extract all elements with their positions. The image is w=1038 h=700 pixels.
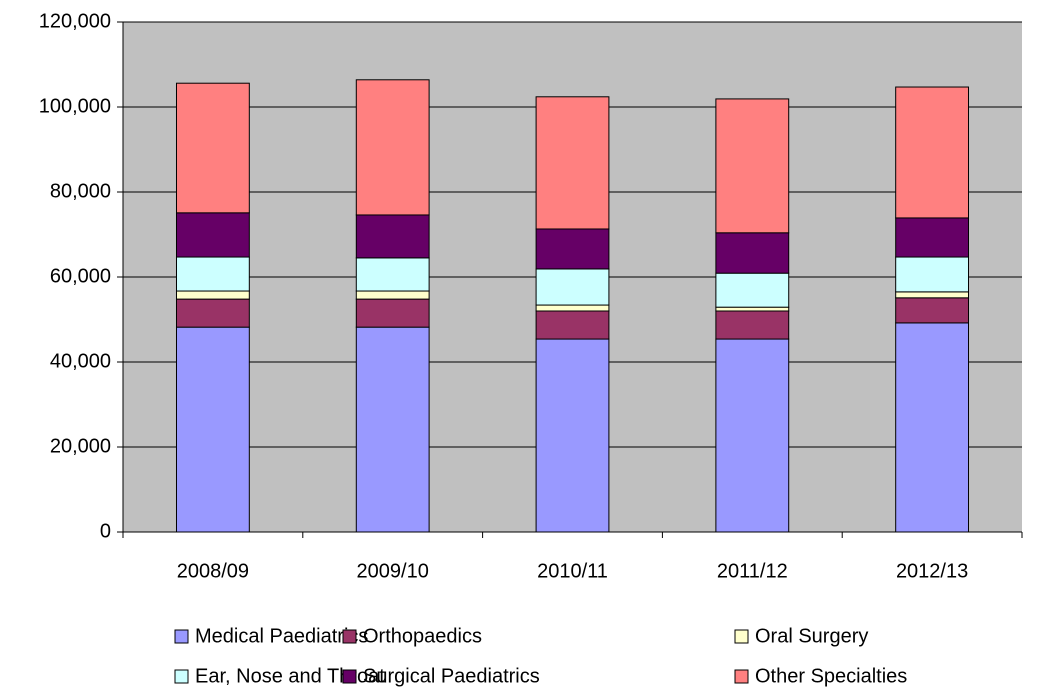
x-tick-label: 2011/12	[717, 560, 788, 582]
bar-segment	[715, 272, 790, 308]
x-tick-label: 2009/10	[357, 560, 429, 582]
bar-segment	[175, 256, 250, 292]
bar-segment	[895, 291, 970, 299]
bar-segment	[895, 322, 970, 533]
bar-segment	[895, 297, 970, 324]
legend-label: Oral Surgery	[755, 625, 868, 647]
legend-swatch	[734, 669, 749, 684]
y-tick-label: 120,000	[39, 10, 111, 32]
legend-label: Orthopaedics	[363, 625, 482, 647]
y-tick-label: 0	[100, 520, 111, 542]
bar-segment	[535, 96, 610, 230]
bar-segment	[535, 268, 610, 306]
bar-segment	[175, 326, 250, 533]
bar-segment	[535, 304, 610, 312]
bar-segment	[175, 298, 250, 328]
bar-segment	[715, 232, 790, 274]
bar-segment	[355, 290, 430, 300]
bar-segment	[175, 290, 250, 300]
bar-segment	[715, 98, 790, 234]
bar-segment	[895, 217, 970, 258]
x-tick-label: 2012/13	[896, 560, 968, 582]
legend-label: Ear, Nose and Throat	[195, 665, 385, 687]
bar-segment	[355, 79, 430, 216]
legend-label: Other Specialties	[755, 665, 907, 687]
y-tick-label: 40,000	[50, 350, 111, 372]
bar-segment	[895, 86, 970, 219]
bar-segment	[355, 214, 430, 259]
legend-swatch	[734, 629, 749, 644]
legend-label: Surgical Paediatrics	[363, 665, 540, 687]
y-tick-label: 80,000	[50, 180, 111, 202]
legend-swatch	[342, 629, 357, 644]
legend-swatch	[174, 669, 189, 684]
bar-segment	[715, 306, 790, 312]
bar-segment	[355, 326, 430, 533]
bar-segment	[535, 310, 610, 340]
legend-swatch	[342, 669, 357, 684]
bar-segment	[355, 298, 430, 328]
bar-segment	[175, 82, 250, 214]
x-tick-label: 2008/09	[177, 560, 249, 582]
x-tick-label: 2010/11	[537, 560, 608, 582]
legend-swatch	[174, 629, 189, 644]
bar-segment	[715, 338, 790, 533]
legend-label: Medical Paediatrics	[195, 625, 368, 647]
bar-segment	[355, 257, 430, 292]
bar-segment	[895, 256, 970, 293]
y-tick-label: 100,000	[39, 95, 111, 117]
y-tick-label: 20,000	[50, 435, 111, 457]
bar-segment	[535, 228, 610, 270]
y-tick-label: 60,000	[50, 265, 111, 287]
bar-segment	[535, 338, 610, 533]
bar-segment	[175, 212, 250, 258]
bar-segment	[715, 310, 790, 340]
